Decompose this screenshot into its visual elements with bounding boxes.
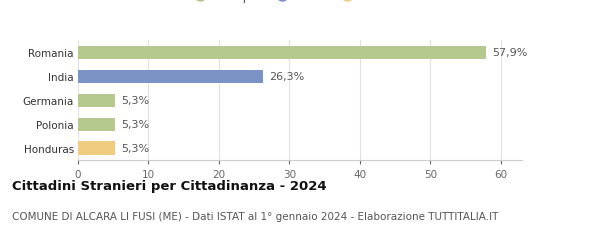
Text: 26,3%: 26,3%	[269, 72, 304, 82]
Text: 5,3%: 5,3%	[121, 143, 149, 153]
Bar	[78, 142, 115, 155]
Bar	[78, 47, 486, 60]
Bar	[78, 94, 115, 107]
Text: 5,3%: 5,3%	[121, 96, 149, 106]
Text: COMUNE DI ALCARA LI FUSI (ME) - Dati ISTAT al 1° gennaio 2024 - Elaborazione TUT: COMUNE DI ALCARA LI FUSI (ME) - Dati IST…	[12, 211, 499, 221]
Text: 5,3%: 5,3%	[121, 120, 149, 130]
Bar	[78, 71, 263, 84]
Legend: Europa, Asia, America: Europa, Asia, America	[184, 0, 416, 8]
Text: 57,9%: 57,9%	[491, 48, 527, 58]
Bar	[78, 118, 115, 131]
Text: Cittadini Stranieri per Cittadinanza - 2024: Cittadini Stranieri per Cittadinanza - 2…	[12, 179, 326, 192]
